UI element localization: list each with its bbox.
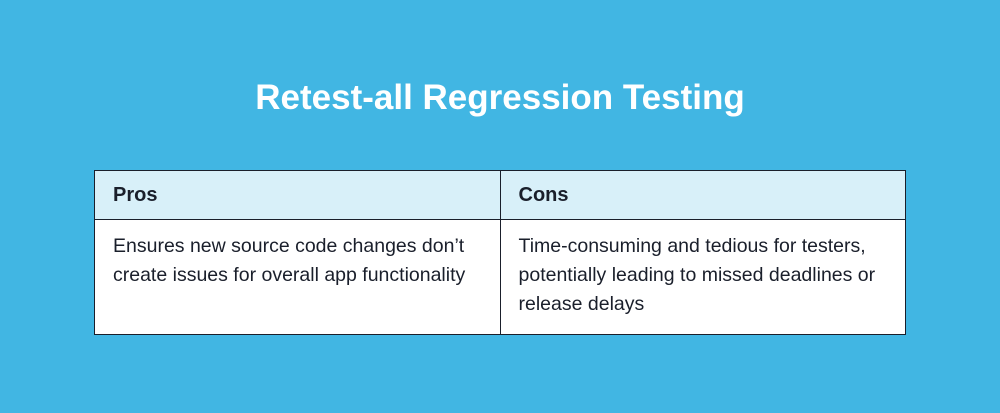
table-header-row: Pros Cons [94,170,906,220]
pros-cons-table: Pros Cons Ensures new source code change… [94,170,906,335]
cell-pros: Ensures new source code changes don’t cr… [94,219,501,335]
page-title: Retest-all Regression Testing [255,78,745,117]
table-row: Ensures new source code changes don’t cr… [94,219,906,335]
header-cons: Cons [499,170,906,220]
header-pros: Pros [94,170,501,220]
cell-cons: Time-consuming and tedious for testers, … [499,219,906,335]
